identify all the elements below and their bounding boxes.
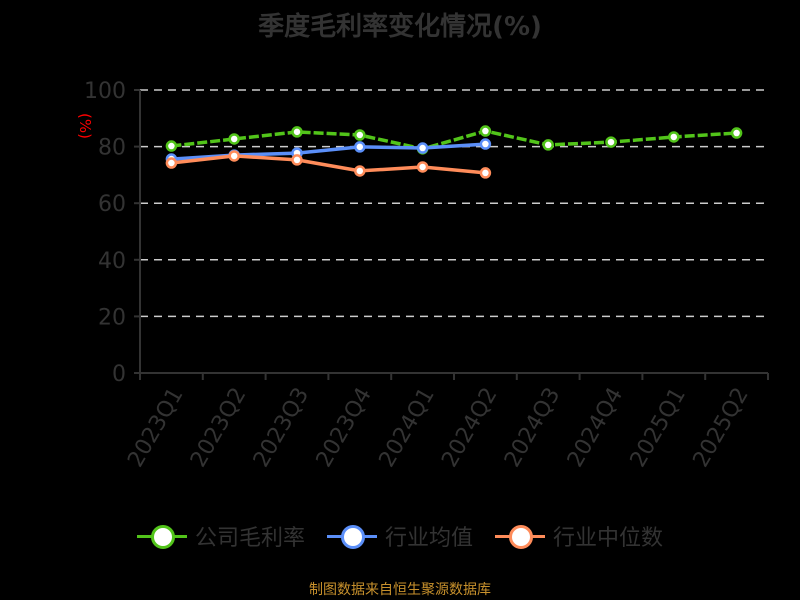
x-tick-label: 2024Q2 — [437, 384, 502, 472]
data-point — [354, 165, 366, 177]
series-line — [171, 154, 486, 175]
legend-marker-icon — [136, 524, 187, 549]
data-point — [479, 167, 492, 179]
legend-marker-icon — [326, 524, 377, 549]
legend-item-average[interactable]: 行业均值 — [326, 520, 473, 552]
data-point — [479, 138, 492, 150]
data-point — [416, 142, 429, 154]
data-point — [605, 136, 617, 148]
x-tick-label: 2024Q4 — [563, 384, 628, 472]
data-point — [354, 129, 366, 141]
x-tick-label: 2023Q2 — [186, 384, 251, 472]
data-point — [542, 139, 554, 151]
x-tick-label: 2025Q1 — [626, 384, 691, 472]
data-point — [730, 127, 743, 139]
x-tick-label: 2024Q1 — [374, 384, 439, 472]
data-point — [291, 126, 303, 138]
legend-label: 公司毛利率 — [194, 526, 305, 551]
y-tick-label: 60 — [98, 192, 126, 217]
series-lines — [165, 125, 743, 179]
data-point — [165, 140, 178, 152]
grid-lines — [140, 89, 768, 318]
legend-item-median[interactable]: 行业中位数 — [495, 520, 663, 552]
data-point — [416, 161, 429, 173]
y-tick-label: 100 — [84, 79, 126, 104]
legend-marker-icon — [495, 524, 545, 549]
legend: 公司毛利率 行业均值 行业中位数 — [0, 520, 800, 552]
line-chart: 020406080100(%)2023Q12023Q22023Q32023Q42… — [76, 79, 769, 472]
x-tick-label: 2024Q3 — [500, 384, 565, 472]
data-point — [228, 133, 240, 145]
chart-title: 季度毛利率变化情况(%) — [258, 12, 542, 42]
data-point — [228, 150, 240, 162]
x-tick-label: 2023Q3 — [249, 384, 314, 472]
y-tick-label: 0 — [112, 362, 126, 387]
y-tick-label: 80 — [98, 136, 126, 161]
y-axis-unit: (%) — [76, 113, 94, 139]
x-tick-label: 2023Q1 — [123, 384, 188, 472]
source-note: 制图数据来自恒生聚源数据库 — [309, 582, 491, 598]
data-point — [165, 157, 178, 169]
data-point — [479, 125, 492, 137]
data-point — [354, 141, 366, 153]
y-tick-label: 40 — [98, 249, 126, 274]
legend-label: 行业均值 — [384, 526, 473, 551]
x-tick-label: 2023Q4 — [312, 384, 377, 472]
x-tick-label: 2025Q2 — [688, 384, 753, 472]
y-tick-label: 20 — [98, 305, 126, 330]
series-line — [171, 129, 737, 151]
data-point — [291, 154, 303, 166]
legend-label: 行业中位数 — [553, 526, 664, 551]
data-point — [668, 131, 680, 143]
legend-item-company[interactable]: 公司毛利率 — [136, 520, 305, 552]
